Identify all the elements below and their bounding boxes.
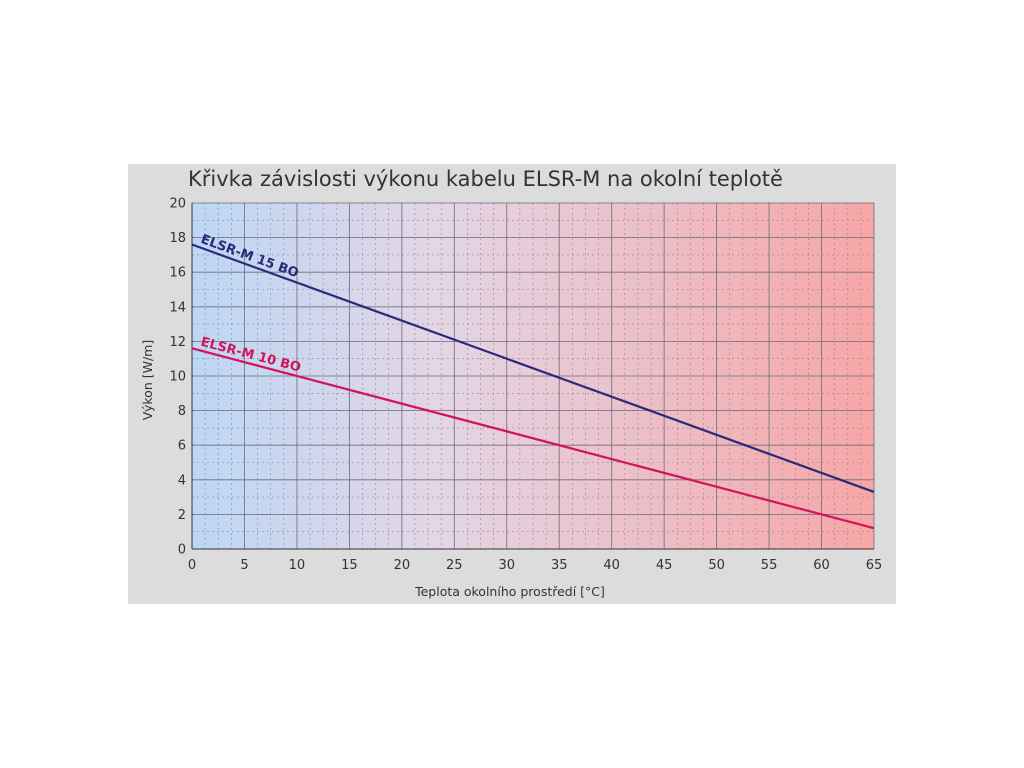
y-tick-label: 4 [178, 473, 186, 488]
chart-title: Křivka závislosti výkonu kabelu ELSR-M n… [188, 167, 783, 191]
x-tick-label: 40 [603, 558, 620, 573]
x-tick-label: 30 [498, 558, 515, 573]
y-tick-label: 18 [169, 231, 186, 246]
x-tick-label: 25 [446, 558, 463, 573]
y-tick-label: 2 [178, 508, 186, 523]
x-tick-label: 0 [188, 558, 196, 573]
y-tick-label: 10 [169, 370, 186, 385]
y-tick-label: 6 [178, 439, 186, 454]
series-line [191, 243, 875, 493]
x-tick-label: 50 [708, 558, 725, 573]
y-axis-title: Výkon [W/m] [140, 340, 155, 420]
x-tick-label: 60 [813, 558, 830, 573]
x-tick-label: 20 [394, 558, 411, 573]
y-tick-label: 16 [169, 266, 186, 281]
grid [191, 202, 875, 550]
x-tick-label: 10 [289, 558, 306, 573]
x-tick-label: 35 [551, 558, 568, 573]
y-tick-label: 0 [178, 543, 186, 558]
x-tick-label: 55 [761, 558, 778, 573]
x-tick-label: 65 [866, 558, 883, 573]
y-tick-label: 12 [169, 335, 186, 350]
x-tick-label: 5 [240, 558, 248, 573]
y-tick-label: 8 [178, 404, 186, 419]
x-tick-label: 45 [656, 558, 673, 573]
x-axis-title: Teplota okolního prostředí [°C] [414, 584, 605, 599]
y-tick-label: 14 [169, 300, 186, 315]
y-tick-label: 20 [169, 197, 186, 212]
x-tick-label: 15 [341, 558, 358, 573]
series-line [191, 347, 875, 530]
axes: 0 5 10 15 20 25 30 35 40 45 50 55 60 65 0 2 4 6 8 10 12 14 16 1… [169, 197, 882, 574]
